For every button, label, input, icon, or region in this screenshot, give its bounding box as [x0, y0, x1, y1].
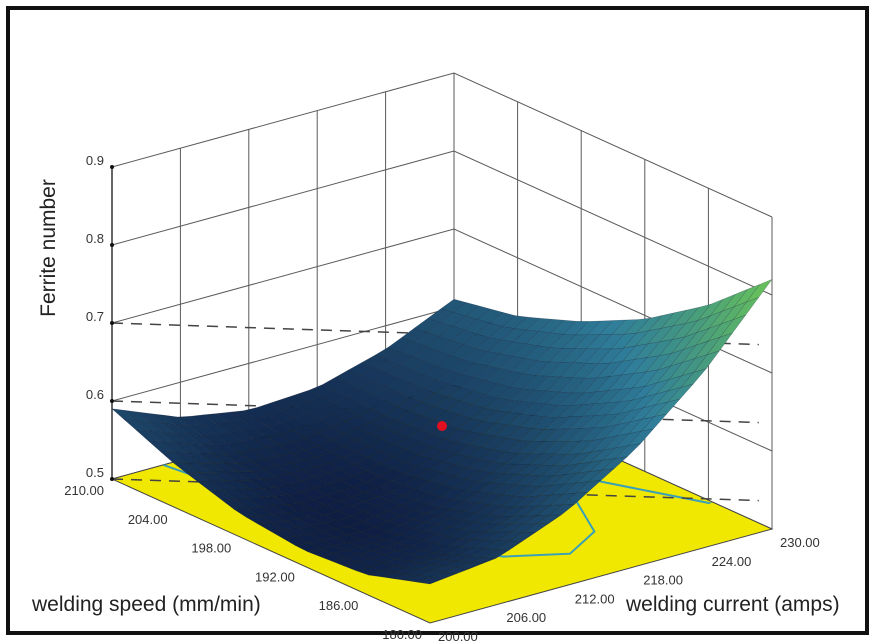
speed-tick-label: 198.00 — [191, 541, 231, 556]
response-surface — [111, 279, 773, 585]
current-tick-label: 212.00 — [575, 591, 615, 606]
z-tick-label: 0.8 — [86, 231, 104, 246]
z-tick-mark — [110, 243, 114, 247]
current-axis-ticks: 200.00 206.00 212.00 218.00 224.00 230.00 — [438, 535, 820, 641]
z-tick-mark — [110, 321, 114, 325]
y-axis-title: welding current (amps) — [625, 593, 840, 616]
speed-tick-label: 210.00 — [64, 483, 104, 498]
current-tick-label: 230.00 — [780, 535, 820, 550]
x-axis-title: welding speed (mm/min) — [31, 593, 261, 616]
z-tick-label: 0.5 — [86, 465, 104, 480]
speed-tick-label: 186.00 — [319, 598, 359, 613]
design-point — [437, 421, 447, 431]
speed-tick-label: 192.00 — [255, 569, 295, 584]
current-tick-label: 206.00 — [506, 610, 546, 625]
design-point-marker — [437, 421, 447, 431]
z-tick-mark — [110, 165, 114, 169]
speed-tick-label: 180.00 — [382, 627, 422, 641]
z-tick-label: 0.9 — [86, 153, 104, 168]
current-tick-label: 224.00 — [712, 554, 752, 569]
z-tick-label: 0.7 — [86, 309, 104, 324]
current-tick-label: 200.00 — [438, 629, 478, 641]
surface-facet — [417, 577, 444, 585]
z-axis-ticks: 0.5 0.6 0.7 0.8 0.9 — [86, 153, 114, 481]
z-tick-mark — [110, 399, 114, 403]
current-tick-label: 218.00 — [643, 573, 683, 588]
z-tick-label: 0.6 — [86, 387, 104, 402]
z-tick-mark — [110, 477, 114, 481]
speed-axis-ticks: 210.00 204.00 198.00 192.00 186.00 180.00 — [64, 483, 422, 641]
speed-tick-label: 204.00 — [128, 512, 168, 527]
z-axis-title: Ferrite number — [37, 179, 60, 317]
